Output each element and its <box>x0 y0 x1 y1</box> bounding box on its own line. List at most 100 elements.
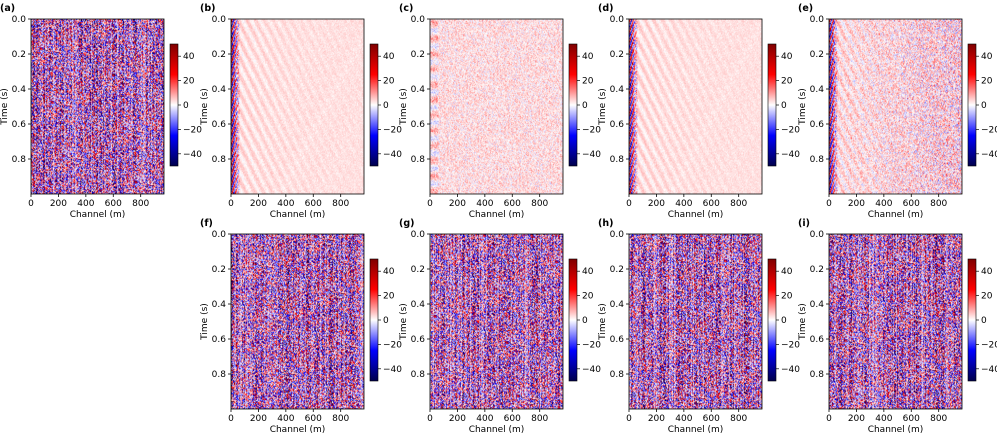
time-tick-label: 0.8 <box>411 370 426 380</box>
panel-title: (b) <box>200 3 215 14</box>
colorbar <box>967 258 977 382</box>
plot-frame <box>30 18 165 195</box>
channel-tick-label: 200 <box>648 199 665 209</box>
channel-tick-label: 0 <box>228 199 234 209</box>
channel-tick-label: 600 <box>703 414 720 424</box>
colorbar-tick-label: −40 <box>781 365 800 375</box>
colorbar-tick-label: 20 <box>383 77 395 87</box>
channel-tick-label: 800 <box>930 414 947 424</box>
colorbar <box>767 258 777 382</box>
channel-tick-label: 0 <box>427 414 433 424</box>
colorbar-tick-label: −40 <box>183 150 202 160</box>
channel-tick-label: 600 <box>903 199 920 209</box>
colorbar-tick-label: −20 <box>183 125 202 135</box>
time-tick-label: 0.4 <box>810 85 825 95</box>
colorbar-tick-label: 40 <box>383 52 395 62</box>
channel-tick-label: 400 <box>476 414 493 424</box>
time-tick-label: 0.4 <box>212 300 227 310</box>
colorbar-tick-label: 40 <box>582 267 594 277</box>
channel-tick-label: 600 <box>105 199 122 209</box>
channel-tick-label: 0 <box>626 414 632 424</box>
channel-axis-label: Channel (m) <box>668 210 724 220</box>
colorbar-tick-label: 20 <box>981 292 993 302</box>
channel-axis-label: Channel (m) <box>270 425 326 435</box>
channel-tick-label: 400 <box>675 199 692 209</box>
colorbar-tick-label: −40 <box>981 365 997 375</box>
channel-tick-label: 200 <box>848 199 865 209</box>
colorbar-tick-label: 20 <box>582 77 594 87</box>
channel-tick-label: 800 <box>930 199 947 209</box>
heatmap-image <box>231 19 364 194</box>
heatmap-image <box>829 234 962 409</box>
channel-tick-label: 0 <box>626 199 632 209</box>
channel-axis-label: Channel (m) <box>70 210 126 220</box>
plot-frame <box>828 18 963 195</box>
time-tick-label: 0.2 <box>610 50 624 60</box>
plot-frame <box>828 233 963 410</box>
channel-tick-label: 800 <box>332 199 349 209</box>
colorbar-tick-label: −20 <box>383 340 402 350</box>
colorbar-tick-label: 40 <box>981 52 993 62</box>
channel-tick-label: 400 <box>476 199 493 209</box>
colorbar-tick-label: 20 <box>981 77 993 87</box>
colorbar-tick-label: −40 <box>582 150 601 160</box>
time-tick-label: 0.0 <box>411 15 426 25</box>
time-tick-label: 0.6 <box>212 335 227 345</box>
time-axis-label: Time (s) <box>399 303 409 341</box>
time-axis-label: Time (s) <box>0 88 10 126</box>
channel-tick-label: 800 <box>531 414 548 424</box>
time-tick-label: 0.2 <box>12 50 26 60</box>
channel-tick-label: 400 <box>875 414 892 424</box>
time-tick-label: 0.4 <box>212 85 227 95</box>
colorbar-tick-label: 0 <box>981 101 987 111</box>
channel-axis-label: Channel (m) <box>469 210 525 220</box>
colorbar-tick-label: 0 <box>981 316 987 326</box>
plot-frame <box>230 18 365 195</box>
panel-title: (h) <box>598 218 613 229</box>
channel-tick-label: 600 <box>504 414 521 424</box>
colorbar <box>568 258 578 382</box>
time-tick-label: 0.8 <box>12 155 27 165</box>
time-tick-label: 0.6 <box>610 120 625 130</box>
colorbar-tick-label: −40 <box>383 150 402 160</box>
channel-tick-label: 800 <box>730 414 747 424</box>
channel-tick-label: 600 <box>305 199 322 209</box>
channel-tick-label: 0 <box>826 199 832 209</box>
channel-tick-label: 200 <box>449 414 466 424</box>
heatmap-image <box>430 234 563 409</box>
colorbar-tick-label: 20 <box>781 77 793 87</box>
colorbar-tick-label: 0 <box>383 316 389 326</box>
time-tick-label: 0.4 <box>411 300 426 310</box>
channel-tick-label: 200 <box>648 414 665 424</box>
time-tick-label: 0.2 <box>810 265 824 275</box>
channel-tick-label: 200 <box>250 199 267 209</box>
time-axis-label: Time (s) <box>598 88 608 126</box>
time-tick-label: 0.8 <box>810 155 825 165</box>
colorbar <box>169 43 179 167</box>
channel-tick-label: 400 <box>77 199 94 209</box>
colorbar-tick-label: 0 <box>582 316 588 326</box>
time-axis-label: Time (s) <box>598 303 608 341</box>
time-tick-label: 0.0 <box>212 15 227 25</box>
panel-title: (f) <box>200 218 213 229</box>
channel-axis-label: Channel (m) <box>469 425 525 435</box>
channel-tick-label: 800 <box>332 414 349 424</box>
heatmap-image <box>430 19 563 194</box>
colorbar-tick-label: 0 <box>183 101 189 111</box>
panel-title: (d) <box>598 3 613 14</box>
channel-tick-label: 800 <box>730 199 747 209</box>
channel-axis-label: Channel (m) <box>868 210 924 220</box>
time-tick-label: 0.0 <box>810 230 825 240</box>
time-tick-label: 0.8 <box>610 155 625 165</box>
time-tick-label: 0.8 <box>610 370 625 380</box>
channel-tick-label: 600 <box>504 199 521 209</box>
channel-axis-label: Channel (m) <box>668 425 724 435</box>
time-tick-label: 0.6 <box>411 335 426 345</box>
colorbar-tick-label: −20 <box>981 340 997 350</box>
colorbar-tick-label: −20 <box>582 125 601 135</box>
channel-tick-label: 400 <box>277 199 294 209</box>
